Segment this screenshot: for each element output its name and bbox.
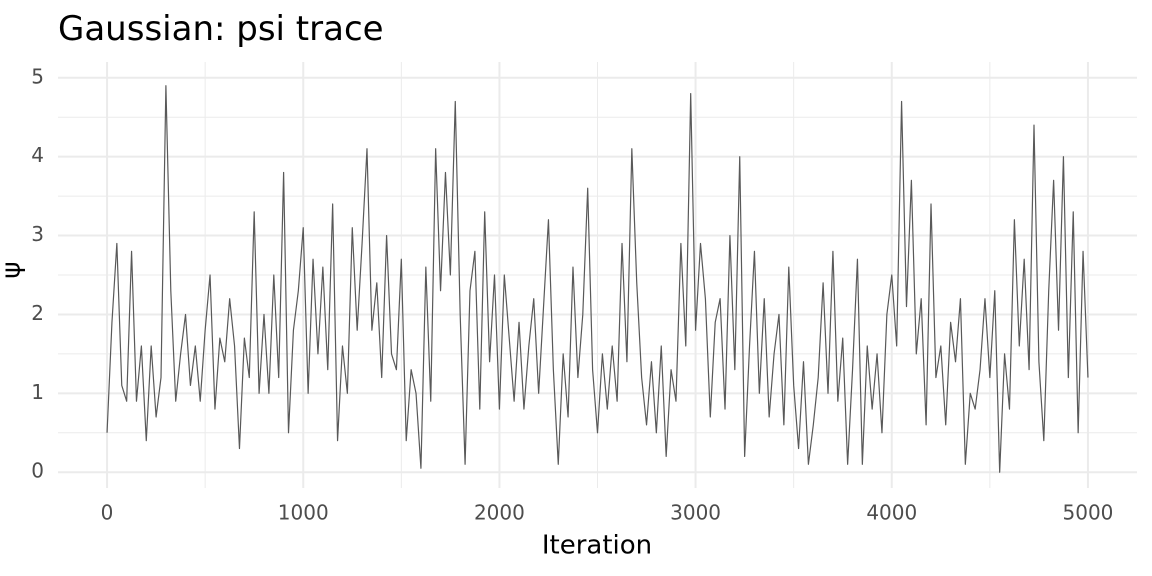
x-tick-label: 4000 (866, 501, 917, 525)
trace-line (106, 85, 1089, 473)
x-tick-label: 5000 (1063, 501, 1114, 525)
y-tick-label: 3 (31, 222, 44, 246)
y-tick-label: 5 (31, 64, 44, 88)
x-axis-title: Iteration (542, 531, 652, 561)
x-tick-label: 3000 (670, 501, 721, 525)
x-tick-label: 2000 (474, 501, 525, 525)
y-tick-label: 0 (31, 459, 44, 483)
x-tick-label: 1000 (278, 501, 329, 525)
y-tick-label: 2 (31, 301, 44, 325)
y-tick-label: 1 (31, 380, 44, 404)
x-tick-label: 0 (101, 501, 114, 525)
y-tick-label: 4 (31, 143, 44, 167)
chart-title: Gaussian: psi trace (58, 9, 384, 49)
y-axis-title: ψ (0, 261, 27, 278)
